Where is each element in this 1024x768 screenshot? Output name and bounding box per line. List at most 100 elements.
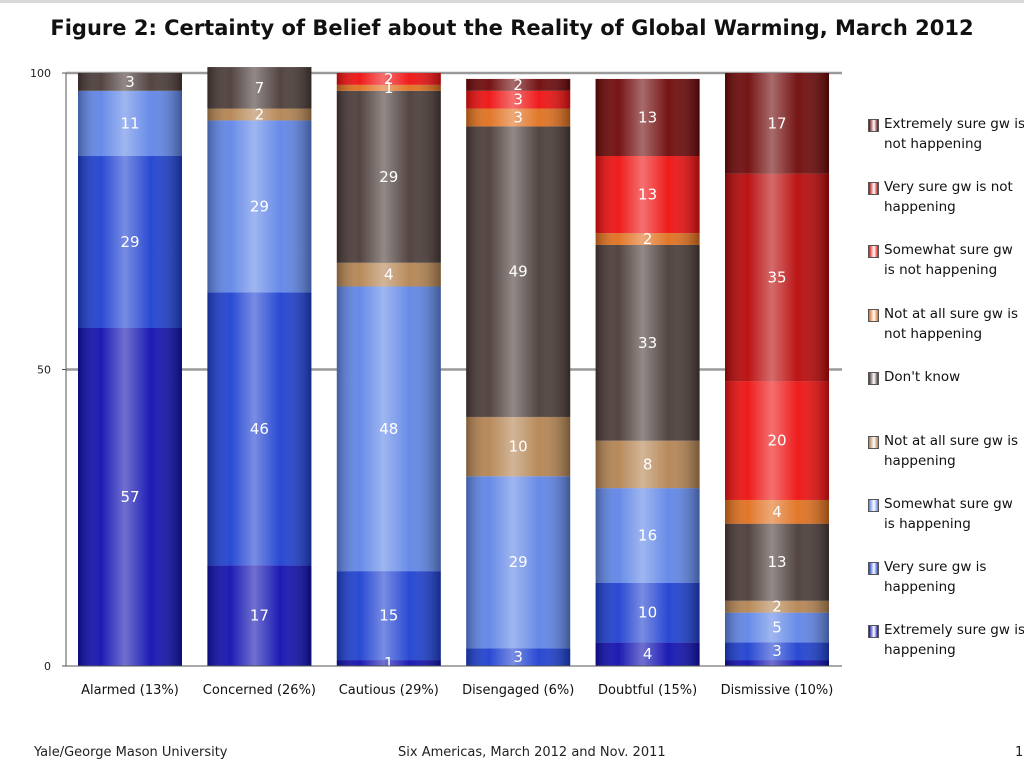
legend-label: Not at all sure gw is not happening [884, 306, 1018, 342]
bar-shading-alarmed-13-very-sure-gw-is-happening [78, 156, 182, 328]
bar-shading-alarmed-13-don-t-know [78, 73, 182, 91]
data-label: 13 [638, 186, 657, 204]
data-label: 1 [384, 654, 394, 672]
bar-shading-cautious-29-somewhat-sure-gw-is-not-happening [336, 73, 441, 85]
bar-shading-concerned-26-extremely-sure-gw-is-happening [207, 565, 312, 666]
bar-shading-concerned-26-not-at-all-sure-gw-is-happening [207, 108, 312, 121]
footer-university: Yale/George Mason University [34, 745, 228, 760]
data-label: 49 [509, 263, 528, 281]
legend-swatch [868, 436, 879, 449]
data-label: 7 [255, 79, 265, 97]
bar-shading-alarmed-13-extremely-sure-gw-is-happening [78, 327, 182, 666]
legend-swatch [868, 372, 879, 385]
data-label: 16 [638, 527, 657, 545]
top-rule [0, 0, 1024, 3]
data-label: 10 [638, 604, 657, 622]
bar-shading-disengaged-6-not-at-all-sure-gw-is-happening [466, 416, 571, 477]
data-label: 1 [384, 79, 394, 97]
legend-label: Extremely sure gw is happening [884, 622, 1024, 658]
data-label: 17 [250, 607, 269, 625]
data-label: 10 [509, 438, 528, 456]
data-label: 4 [772, 503, 782, 521]
bar-shading-dismissive-10-very-sure-gw-is-not-happening [725, 173, 829, 382]
data-label: 33 [638, 334, 657, 352]
bar-shading-dismissive-10-don-t-know [725, 523, 829, 601]
legend-label: Don't know [884, 369, 961, 385]
data-label: 3 [125, 73, 135, 91]
data-label: 2 [384, 70, 394, 88]
data-label: 2 [772, 598, 782, 616]
data-label: 8 [643, 455, 653, 473]
bar-shading-disengaged-6-extremely-sure-gw-is-not-happening [466, 78, 571, 91]
legend-swatch [868, 119, 879, 132]
legend-swatch [868, 309, 879, 322]
x-tick-label: Alarmed (13%) [81, 683, 179, 698]
legend-label: Extremely sure gw is not happening [884, 116, 1024, 152]
bar-shading-dismissive-10-somewhat-sure-gw-is-not-happening [725, 381, 829, 500]
data-label: 15 [379, 607, 398, 625]
bar-shading-concerned-26-very-sure-gw-is-happening [207, 292, 312, 566]
bar-shading-dismissive-10-not-at-all-sure-gw-is-happening [725, 600, 829, 613]
bar-shading-cautious-29-not-at-all-sure-gw-is-not-happening [336, 84, 441, 91]
bar-shading-concerned-26-don-t-know [207, 67, 312, 109]
bar-shading-doubtful-15-not-at-all-sure-gw-is-not-happening [595, 233, 700, 245]
bar-shading-doubtful-15-not-at-all-sure-gw-is-happening [595, 440, 700, 489]
data-label: 3 [772, 642, 782, 660]
bar-shading-disengaged-6-somewhat-sure-gw-is-not-happening [466, 90, 571, 109]
legend-label: Very sure gw is not happening [884, 179, 1013, 215]
bar-shading-doubtful-15-don-t-know [595, 244, 700, 441]
y-tick-label: 100 [30, 67, 51, 80]
bar-shading-dismissive-10-not-at-all-sure-gw-is-not-happening [725, 499, 829, 524]
data-label: 2 [643, 230, 653, 248]
data-label: 13 [767, 553, 786, 571]
data-label: 29 [379, 168, 398, 186]
x-tick-label: Concerned (26%) [203, 683, 316, 698]
data-label: 5 [772, 618, 782, 636]
legend-swatch [868, 499, 879, 512]
data-label: 11 [120, 114, 139, 132]
bar-shading-dismissive-10-extremely-sure-gw-is-happening [725, 660, 829, 666]
bar-shading-cautious-29-not-at-all-sure-gw-is-happening [336, 262, 441, 287]
legend-label: Somewhat sure gw is not happening [884, 242, 1013, 278]
chart-title: Figure 2: Certainty of Belief about the … [50, 16, 974, 40]
data-label: 2 [255, 106, 265, 124]
legend-swatch [868, 562, 879, 575]
legend-swatch [868, 245, 879, 258]
bar-shading-cautious-29-somewhat-sure-gw-is-happening [336, 286, 441, 572]
data-label: 35 [767, 269, 786, 287]
bar-shading-doubtful-15-somewhat-sure-gw-is-not-happening [595, 156, 700, 234]
legend-swatch [868, 625, 879, 638]
bar-shading-cautious-29-very-sure-gw-is-happening [336, 571, 441, 661]
bar-shading-dismissive-10-extremely-sure-gw-is-not-happening [725, 73, 829, 174]
bar-shading-concerned-26-somewhat-sure-gw-is-happening [207, 120, 312, 293]
data-label: 29 [250, 197, 269, 215]
bar-shading-disengaged-6-very-sure-gw-is-happening [466, 648, 571, 666]
footer-survey: Six Americas, March 2012 and Nov. 2011 [398, 745, 666, 760]
bar-shading-doubtful-15-somewhat-sure-gw-is-happening [595, 488, 700, 583]
data-label: 3 [513, 648, 523, 666]
y-tick-label: 50 [37, 364, 51, 377]
legend-label: Not at all sure gw is happening [884, 433, 1018, 469]
bar-shading-doubtful-15-extremely-sure-gw-is-not-happening [595, 78, 700, 157]
data-label: 13 [638, 108, 657, 126]
bar-shading-disengaged-6-not-at-all-sure-gw-is-not-happening [466, 108, 571, 127]
data-label: 46 [250, 420, 269, 438]
bar-shading-alarmed-13-somewhat-sure-gw-is-happening [78, 90, 182, 157]
bar-shading-doubtful-15-extremely-sure-gw-is-happening [595, 642, 700, 666]
data-label: 4 [384, 266, 394, 284]
data-label: 4 [643, 645, 653, 663]
legend-swatch [868, 182, 879, 195]
x-tick-label: Doubtful (15%) [598, 683, 697, 698]
bar-shading-doubtful-15-very-sure-gw-is-happening [595, 582, 700, 643]
bar-shading-cautious-29-extremely-sure-gw-is-happening [336, 660, 441, 666]
bar-shading-disengaged-6-don-t-know [466, 126, 571, 417]
bar-shading-dismissive-10-somewhat-sure-gw-is-happening [725, 612, 829, 643]
data-label: 29 [120, 233, 139, 251]
x-tick-label: Disengaged (6%) [462, 683, 574, 698]
bar-shading-cautious-29-don-t-know [336, 90, 441, 263]
data-label: 57 [120, 488, 139, 506]
x-tick-label: Cautious (29%) [339, 683, 439, 698]
legend-label: Very sure gw is happening [884, 559, 987, 595]
data-label: 20 [767, 432, 786, 450]
